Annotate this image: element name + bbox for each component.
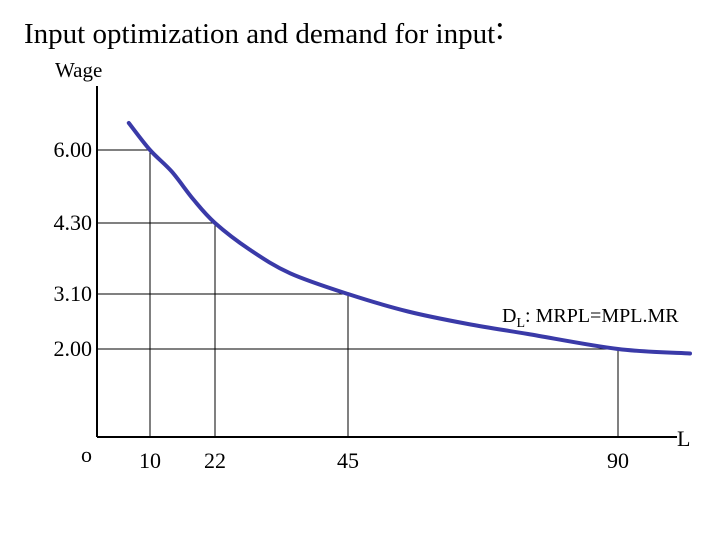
x-tick-label: 45 [337,448,359,473]
chart-title-colon: : [495,10,505,47]
y-tick-label: 4.30 [54,210,93,235]
reference-lines [97,149,619,437]
y-tick-labels: 6.00 4.30 3.10 2.00 [54,137,93,361]
demand-curve-label-rest: : MRPL=MPL.MR [525,305,679,327]
y-axis-label: Wage [55,58,102,82]
x-tick-label: 10 [139,448,161,473]
y-tick-label: 3.10 [54,281,93,306]
x-axis-label: L [677,426,690,451]
y-tick-label: 2.00 [54,336,93,361]
demand-curve-label-sub: L [516,316,525,331]
chart-title-text: Input optimization and demand for input [24,18,496,50]
x-tick-labels: 10 22 45 90 [139,448,629,473]
origin-label: o [81,442,92,467]
y-tick-label: 6.00 [54,137,93,162]
demand-curve-label: DL: MRPL=MPL.MR [502,305,679,331]
demand-curve-label-main: D [502,305,516,327]
x-tick-label: 90 [607,448,629,473]
demand-curve [126,121,692,356]
chart-title: Input optimization and demand for input: [24,10,505,52]
x-tick-label: 22 [204,448,226,473]
